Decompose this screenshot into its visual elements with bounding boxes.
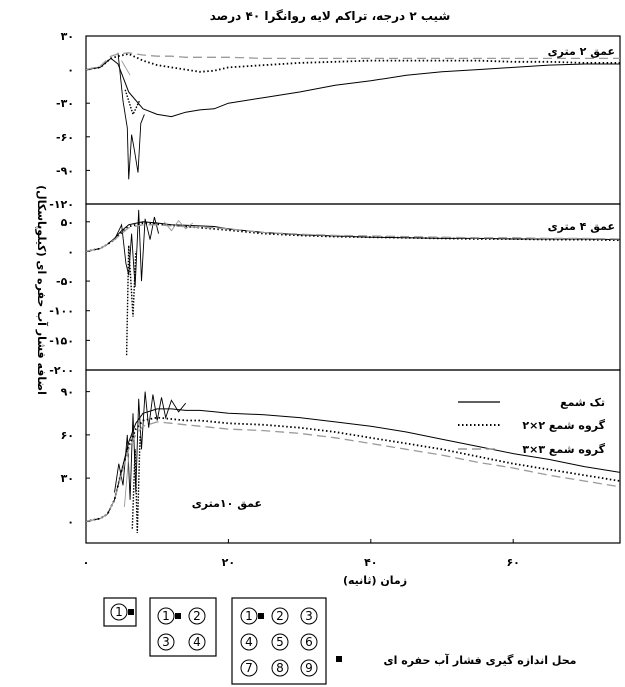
y-tick-label: ۵۰ (61, 216, 74, 229)
series-spikes-group-3x3 (121, 60, 131, 76)
series-line-group-2x2 (85, 222, 621, 253)
pile-number: 5 (276, 635, 284, 649)
panel-bottom: ۹۰ ۶۰ ۳۰ ۰ عمق ۱۰متری تک شمع گروه شمع ۲×۲ گ… (61, 369, 621, 544)
pile-layout-legend: 1 1 2 3 4 1 2 3 4 5 6 7 8 9 محل اندازه گیری فشار آب ح… (103, 597, 577, 685)
panel-top-series (85, 52, 620, 180)
y-tick-label: ۳۰ (61, 472, 74, 485)
pile-number: 9 (305, 661, 313, 675)
panel-middle-y-ticks: ۵۰ ۰ -۵۰ -۱۰۰ -۱۵۰ -۲۰۰ (49, 216, 90, 377)
y-tick-label: ۹۰ (61, 386, 74, 399)
y-tick-label: -۳۰ (56, 97, 74, 110)
panel-bottom-series (85, 391, 621, 533)
pile-circle (240, 633, 258, 651)
series-line-group-3x3 (85, 52, 620, 71)
pile-number: 1 (245, 609, 253, 623)
y-tick-label: ۰ (67, 64, 74, 77)
pile-circle (300, 633, 318, 651)
pile-circle (300, 659, 318, 677)
series-spikes-group-3x3 (163, 219, 194, 232)
panel-bottom-y-ticks: ۹۰ ۶۰ ۳۰ ۰ (61, 386, 90, 528)
pile-number: 2 (193, 609, 201, 623)
pile-circle (271, 607, 289, 625)
x-tick-label: ۲۰ (222, 556, 235, 569)
panel-middle-depth-label: عمق ۴ متری (548, 220, 615, 233)
x-tick-label: ۶۰ (506, 556, 519, 569)
measurement-point-caption: محل اندازه گیری فشار آب حفره ای (384, 653, 577, 667)
legend-label-2x2-group: گروه شمع ۲×۲ (522, 419, 605, 432)
pile-circle (271, 633, 289, 651)
measurement-marker (128, 609, 134, 615)
x-axis-ticks: ۰ ۲۰ ۴۰ ۶۰ (83, 539, 520, 569)
pile-number: 3 (162, 635, 170, 649)
y-tick-label: -۱۵۰ (49, 334, 74, 347)
pile-number: 7 (245, 661, 253, 675)
single-pile-box (103, 597, 137, 627)
series-line-group-3x3 (85, 421, 621, 523)
series-spikes-group-2x2 (125, 245, 137, 356)
panel-top: ۳۰ ۰ -۳۰ -۶۰ -۹۰ -۱۲۰ عمق ۲ متری (49, 30, 621, 211)
panel-top-y-ticks: ۳۰ ۰ -۳۰ -۶۰ -۹۰ -۱۲۰ (49, 30, 90, 211)
series-line-single-pile (85, 57, 620, 118)
y-tick-label: -۶۰ (56, 131, 74, 144)
panel-middle-frame (85, 203, 621, 371)
series-spikes-group-3x3 (123, 456, 130, 508)
group-3x3-box (231, 597, 327, 685)
y-tick-label: -۲۰۰ (49, 364, 74, 377)
pile-circle (110, 603, 128, 621)
pile-circle (157, 607, 175, 625)
y-tick-label: -۵۰ (56, 275, 74, 288)
y-tick-label: ۰ (67, 515, 74, 528)
pile-circle (271, 659, 289, 677)
pile-circle (240, 607, 258, 625)
pile-number: 1 (162, 609, 170, 623)
pile-number: 8 (276, 661, 284, 675)
y-tick-label: ۶۰ (61, 429, 74, 442)
pile-number: 3 (305, 609, 313, 623)
pile-circles: 1 1 2 3 4 1 2 3 4 5 6 7 8 9 (110, 603, 318, 677)
x-tick-label: ۰ (83, 556, 90, 569)
pile-circle (188, 633, 206, 651)
y-axis-label: اضافه فشار آب حفره ای (کیلوپاسکال) (35, 185, 49, 395)
legend-label-single-pile: تک شمع (560, 396, 605, 409)
pile-number: 4 (245, 635, 253, 649)
y-tick-label: ۰ (67, 245, 74, 258)
series-line-single-pile (85, 221, 621, 252)
panel-top-depth-label: عمق ۲ متری (548, 45, 615, 58)
series-line-group-3x3 (85, 224, 621, 253)
series-spikes-single-pile (117, 52, 145, 180)
panel-middle-series (85, 209, 621, 356)
panel-middle: ۵۰ ۰ -۵۰ -۱۰۰ -۱۵۰ -۲۰۰ عمق ۴ متری (49, 203, 621, 377)
series-spikes-group-2x2 (131, 434, 141, 533)
legend-label-3x3-group: گروه شمع ۳×۳ (522, 443, 605, 456)
pile-number: 2 (276, 609, 284, 623)
measurement-marker (258, 613, 264, 619)
pile-number: 1 (115, 605, 123, 619)
y-tick-label: -۱۰۰ (49, 305, 74, 318)
pile-number: 4 (193, 635, 201, 649)
y-tick-label: -۱۲۰ (49, 198, 74, 211)
series-spikes-single-pile (114, 391, 187, 500)
pile-number: 6 (305, 635, 313, 649)
pile-circle (157, 633, 175, 651)
pile-circle (188, 607, 206, 625)
series-line-group-2x2 (85, 416, 621, 523)
panel-bottom-frame (85, 369, 621, 544)
y-tick-label: -۹۰ (56, 164, 74, 177)
group-2x2-box (149, 597, 217, 657)
panel-bottom-depth-label: عمق ۱۰متری (192, 497, 262, 510)
pile-circle (240, 659, 258, 677)
series-spikes-single-pile (114, 209, 160, 288)
y-tick-label: ۳۰ (61, 30, 74, 43)
x-tick-label: ۴۰ (364, 556, 377, 569)
pile-circle (300, 607, 318, 625)
measurement-point-marker (336, 656, 342, 662)
measurement-marker (175, 613, 181, 619)
x-axis-label: زمان (ثانیه) (343, 574, 407, 587)
chart-title: شیب ۲ درجه، تراکم لایه روانگرا ۴۰ درصد (210, 9, 451, 24)
legend: تک شمع گروه شمع ۲×۲ گروه شمع ۳×۳ (458, 396, 606, 456)
